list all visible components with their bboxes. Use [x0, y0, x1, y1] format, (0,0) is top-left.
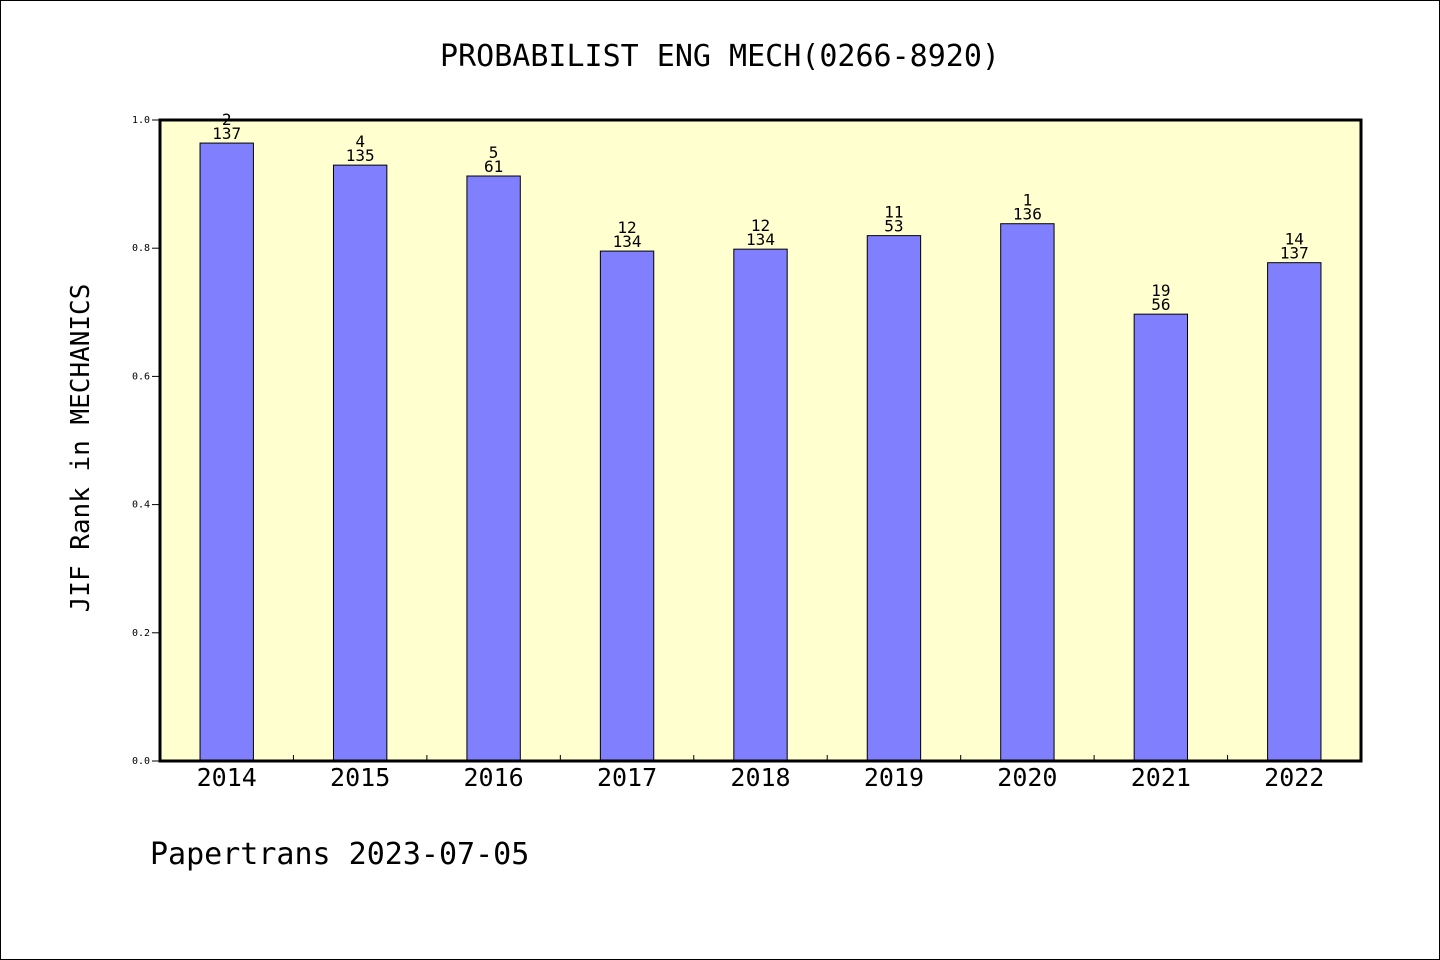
plot-frame [158, 118, 1363, 763]
bar-rank-label: 12 [617, 218, 636, 237]
bar-rank-label: 12 [751, 216, 770, 235]
x-tick-label: 2020 [997, 763, 1057, 792]
bar-total-label: 134 [613, 232, 642, 251]
bar-2022 [1267, 262, 1322, 762]
bar-rank-label: 5 [489, 143, 499, 162]
y-axis-label: JIF Rank in MECHANICS [66, 284, 96, 613]
bar-2020 [1000, 223, 1055, 762]
x-tick-label: 2018 [730, 763, 790, 792]
y-tick-label: 0.8 [132, 243, 150, 254]
bar-rank-label: 19 [1151, 281, 1170, 300]
x-ticks: 2014 2015 2016 2017 2018 2019 2020 2021 2022 [197, 755, 1324, 792]
bar-total-label: 53 [884, 217, 903, 236]
y-tick-label: 0.0 [132, 756, 150, 767]
bar-total-label: 136 [1013, 205, 1042, 224]
y-tick-label: 0.4 [132, 500, 150, 511]
chart-title: PROBABILIST ENG MECH(0266-8920) [440, 39, 1000, 74]
bar-2014 [199, 142, 254, 762]
footer-text: Papertrans 2023-07-05 [150, 837, 529, 872]
x-tick-label: 2016 [464, 763, 524, 792]
x-tick-label: 2022 [1264, 763, 1324, 792]
bar-total-label: 137 [212, 124, 241, 143]
x-tick-label: 2017 [597, 763, 657, 792]
bar-2021 [1133, 313, 1189, 762]
bar-rank-label: 4 [355, 132, 365, 151]
bar-2019 [866, 235, 922, 762]
bar-2015 [332, 164, 388, 762]
x-tick-label: 2014 [197, 763, 257, 792]
bar-2016 [466, 175, 521, 762]
bar-total-label: 61 [484, 157, 503, 176]
x-tick-label: 2015 [330, 763, 390, 792]
x-tick-label: 2021 [1131, 763, 1191, 792]
y-tick-label: 0.6 [132, 371, 150, 382]
x-tick-label: 2019 [864, 763, 924, 792]
bar-rank-label: 11 [884, 203, 903, 222]
bar-rank-label: 1 [1023, 191, 1033, 210]
bar-total-label: 56 [1151, 295, 1170, 314]
bar-total-label: 135 [346, 146, 375, 165]
bar-2018 [733, 248, 788, 762]
y-tick-label: 0.2 [132, 628, 150, 639]
bar-total-label: 137 [1280, 244, 1309, 263]
bar-2017 [599, 250, 655, 762]
bar-rank-label: 14 [1285, 230, 1304, 249]
y-tick-label: 1.0 [132, 115, 150, 126]
bar-total-label: 134 [746, 230, 775, 249]
